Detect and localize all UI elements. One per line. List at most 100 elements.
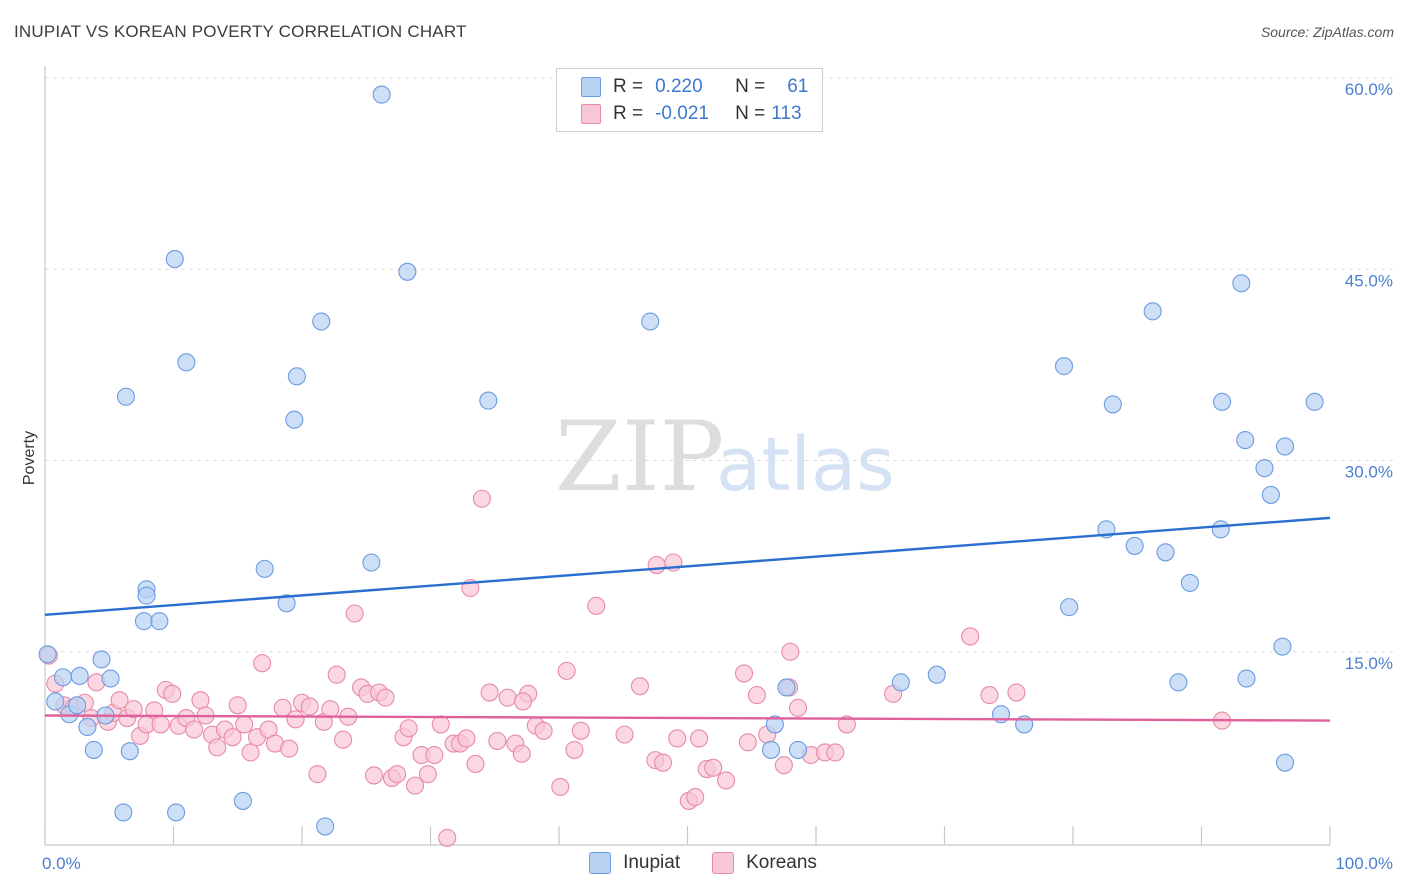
legend-swatch-koreans bbox=[712, 852, 735, 874]
gridlines bbox=[45, 77, 1395, 653]
point-koreans bbox=[587, 596, 606, 615]
point-koreans bbox=[480, 683, 499, 702]
point-inupiat bbox=[255, 559, 274, 578]
point-koreans bbox=[334, 730, 353, 749]
legend-row-koreans: R = -0.021 N = 113 bbox=[581, 102, 802, 126]
point-koreans bbox=[571, 721, 590, 740]
point-koreans bbox=[418, 765, 437, 784]
point-inupiat bbox=[78, 717, 97, 737]
point-koreans bbox=[837, 715, 856, 734]
legend-r-value: -0.021 bbox=[655, 103, 709, 124]
point-koreans bbox=[406, 776, 425, 795]
point-inupiat bbox=[891, 673, 910, 692]
point-inupiat bbox=[84, 740, 103, 759]
point-koreans bbox=[466, 754, 485, 774]
point-inupiat bbox=[1211, 520, 1230, 539]
point-koreans bbox=[961, 627, 980, 646]
point-koreans bbox=[647, 555, 666, 575]
point-koreans bbox=[704, 758, 723, 777]
legend-item-inupiat[interactable]: Inupiat bbox=[589, 852, 680, 874]
point-koreans bbox=[321, 700, 340, 719]
point-inupiat bbox=[1273, 637, 1292, 656]
point-inupiat bbox=[134, 612, 153, 631]
point-inupiat bbox=[312, 312, 331, 331]
point-inupiat bbox=[92, 650, 111, 669]
point-koreans bbox=[826, 743, 845, 762]
point-koreans bbox=[364, 766, 384, 785]
stats-legend: R = 0.220 N = 61 R = -0.021 N = 113 bbox=[556, 68, 823, 132]
point-inupiat bbox=[38, 645, 57, 664]
point-inupiat bbox=[150, 612, 169, 631]
legend-r-label: R = bbox=[613, 76, 644, 97]
point-koreans bbox=[286, 710, 305, 729]
point-koreans bbox=[327, 665, 346, 684]
source-label: Source: ZipAtlas.com bbox=[1260, 24, 1394, 40]
point-koreans bbox=[472, 489, 491, 508]
point-koreans bbox=[185, 720, 204, 739]
point-koreans bbox=[781, 642, 800, 661]
point-inupiat bbox=[1261, 485, 1280, 504]
point-inupiat bbox=[765, 715, 784, 734]
point-inupiat bbox=[1169, 673, 1188, 692]
point-inupiat bbox=[1054, 357, 1074, 376]
point-inupiat bbox=[70, 666, 89, 686]
point-koreans bbox=[280, 739, 299, 758]
point-inupiat bbox=[1156, 543, 1175, 562]
legend-swatch-inupiat bbox=[589, 852, 612, 874]
legend-r-value: 0.220 bbox=[655, 76, 703, 97]
watermark-zip: ZIP bbox=[555, 401, 724, 513]
point-koreans bbox=[438, 828, 457, 847]
point-inupiat bbox=[788, 740, 808, 759]
point-inupiat bbox=[285, 410, 304, 429]
point-inupiat bbox=[1305, 392, 1324, 411]
point-inupiat bbox=[1180, 573, 1199, 592]
point-koreans bbox=[163, 684, 182, 703]
legend-row-inupiat: R = 0.220 N = 61 bbox=[581, 75, 808, 99]
point-koreans bbox=[223, 728, 242, 747]
point-inupiat bbox=[1236, 431, 1255, 450]
y-tick-label: 15.0% bbox=[1345, 654, 1393, 673]
point-koreans bbox=[425, 745, 444, 765]
point-inupiat bbox=[233, 791, 252, 810]
point-inupiat bbox=[53, 668, 73, 687]
y-axis-label: Poverty bbox=[21, 431, 38, 485]
point-inupiat bbox=[362, 553, 381, 572]
trend-line-inupiat bbox=[44, 516, 1331, 616]
point-koreans bbox=[716, 771, 736, 790]
point-koreans bbox=[308, 765, 327, 784]
point-inupiat bbox=[120, 742, 139, 761]
point-koreans bbox=[551, 777, 570, 796]
legend-item-koreans[interactable]: Koreans bbox=[712, 852, 817, 874]
point-koreans bbox=[241, 743, 260, 762]
point-koreans bbox=[654, 753, 673, 772]
legend-label-koreans: Koreans bbox=[746, 852, 817, 873]
point-koreans bbox=[235, 715, 254, 734]
watermark-atlas: atlas bbox=[716, 422, 895, 508]
point-inupiat bbox=[777, 678, 796, 697]
point-inupiat bbox=[316, 817, 335, 836]
point-koreans bbox=[431, 715, 450, 734]
point-inupiat bbox=[1237, 669, 1256, 688]
point-koreans bbox=[630, 677, 650, 696]
y-tick-label: 60.0% bbox=[1345, 80, 1393, 99]
point-koreans bbox=[565, 740, 584, 759]
y-tick-label: 30.0% bbox=[1345, 463, 1393, 482]
point-inupiat bbox=[1275, 753, 1295, 772]
point-koreans bbox=[534, 721, 553, 740]
point-koreans bbox=[253, 654, 272, 673]
point-inupiat bbox=[1125, 536, 1144, 555]
point-koreans bbox=[376, 688, 395, 707]
point-koreans bbox=[457, 729, 476, 748]
point-koreans bbox=[557, 661, 576, 680]
trend-line-koreans bbox=[44, 714, 1331, 722]
legend-r-label: R = bbox=[613, 103, 644, 124]
point-koreans bbox=[788, 698, 808, 717]
x-tick-labels: 0.0% 100.0% bbox=[42, 854, 1393, 873]
x-tick-label: 0.0% bbox=[42, 854, 81, 873]
point-koreans bbox=[488, 731, 507, 751]
point-koreans bbox=[110, 691, 129, 710]
point-inupiat bbox=[1275, 437, 1295, 456]
point-koreans bbox=[512, 744, 531, 763]
series-legend: Inupiat Koreans bbox=[0, 852, 1406, 874]
